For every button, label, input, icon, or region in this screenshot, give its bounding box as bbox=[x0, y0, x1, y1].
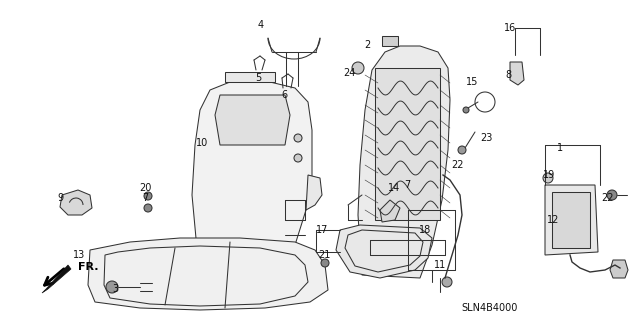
Text: 17: 17 bbox=[316, 225, 328, 235]
Circle shape bbox=[463, 107, 469, 113]
Polygon shape bbox=[42, 265, 71, 293]
Polygon shape bbox=[306, 175, 322, 210]
Text: 13: 13 bbox=[73, 250, 85, 260]
Text: 5: 5 bbox=[255, 73, 261, 83]
Text: 19: 19 bbox=[543, 170, 555, 180]
Text: 16: 16 bbox=[504, 23, 516, 33]
Circle shape bbox=[543, 173, 553, 183]
Circle shape bbox=[321, 259, 329, 267]
Text: 12: 12 bbox=[547, 215, 559, 225]
Circle shape bbox=[294, 134, 302, 142]
Polygon shape bbox=[375, 68, 440, 220]
Text: 4: 4 bbox=[258, 20, 264, 30]
Circle shape bbox=[458, 146, 466, 154]
Text: FR.: FR. bbox=[78, 262, 99, 272]
Text: 14: 14 bbox=[388, 183, 400, 193]
Polygon shape bbox=[60, 190, 92, 215]
Circle shape bbox=[294, 154, 302, 162]
Text: 8: 8 bbox=[505, 70, 511, 80]
Polygon shape bbox=[215, 95, 290, 145]
Text: SLN4B4000: SLN4B4000 bbox=[462, 303, 518, 313]
Polygon shape bbox=[382, 36, 398, 46]
Text: 1: 1 bbox=[557, 143, 563, 153]
Circle shape bbox=[106, 281, 118, 293]
Text: 24: 24 bbox=[343, 68, 355, 78]
Text: 2: 2 bbox=[364, 40, 370, 50]
Polygon shape bbox=[545, 185, 598, 255]
Circle shape bbox=[607, 190, 617, 200]
Polygon shape bbox=[552, 192, 590, 248]
FancyArrowPatch shape bbox=[45, 269, 64, 285]
Circle shape bbox=[442, 277, 452, 287]
Circle shape bbox=[352, 62, 364, 74]
Polygon shape bbox=[88, 238, 328, 310]
Text: 23: 23 bbox=[480, 133, 492, 143]
Text: 9: 9 bbox=[57, 193, 63, 203]
Text: 6: 6 bbox=[281, 90, 287, 100]
Text: 11: 11 bbox=[434, 260, 446, 270]
Text: 10: 10 bbox=[196, 138, 208, 148]
Polygon shape bbox=[192, 82, 312, 272]
Text: 22: 22 bbox=[601, 193, 613, 203]
Text: 20: 20 bbox=[139, 183, 151, 193]
Polygon shape bbox=[610, 260, 628, 278]
Text: 3: 3 bbox=[112, 284, 118, 294]
Polygon shape bbox=[336, 225, 432, 278]
Text: 21: 21 bbox=[318, 250, 330, 260]
Text: 22: 22 bbox=[451, 160, 463, 170]
Polygon shape bbox=[510, 62, 524, 85]
Text: 18: 18 bbox=[419, 225, 431, 235]
Text: 15: 15 bbox=[466, 77, 478, 87]
Circle shape bbox=[144, 204, 152, 212]
Circle shape bbox=[144, 192, 152, 200]
Text: 7: 7 bbox=[404, 180, 410, 190]
Polygon shape bbox=[358, 46, 450, 278]
Text: 7: 7 bbox=[142, 193, 148, 203]
Polygon shape bbox=[380, 200, 400, 222]
Polygon shape bbox=[225, 72, 275, 82]
